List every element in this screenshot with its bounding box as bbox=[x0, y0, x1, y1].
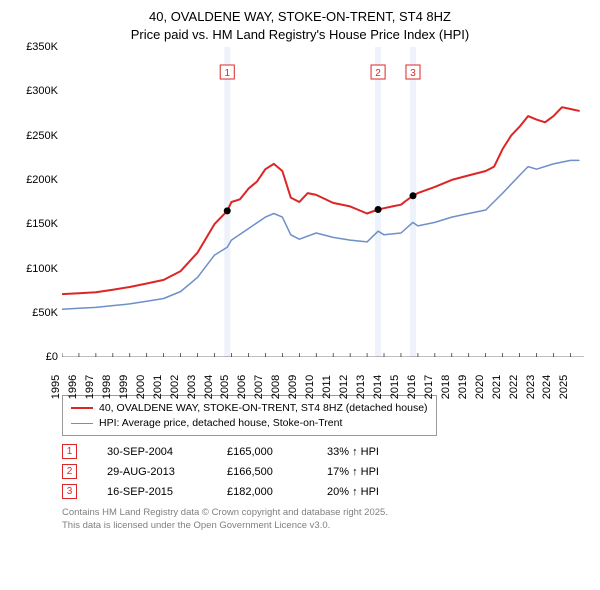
x-tick-label: 1998 bbox=[101, 375, 113, 399]
x-axis: 1995199619971998199920002001200220032004… bbox=[62, 357, 584, 387]
legend-row: 40, OVALDENE WAY, STOKE-ON-TRENT, ST4 8H… bbox=[71, 401, 428, 416]
y-tick-label: £100K bbox=[26, 263, 58, 275]
x-tick-label: 1997 bbox=[84, 375, 96, 399]
y-tick-label: £250K bbox=[26, 130, 58, 142]
sale-row: 1 30-SEP-2004 £165,000 33% ↑ HPI bbox=[62, 444, 584, 459]
x-tick-label: 2006 bbox=[236, 375, 248, 399]
y-tick-label: £300K bbox=[26, 85, 58, 97]
x-tick-label: 2012 bbox=[338, 375, 350, 399]
x-tick-label: 2020 bbox=[474, 375, 486, 399]
chart-page: 40, OVALDENE WAY, STOKE-ON-TRENT, ST4 8H… bbox=[0, 0, 600, 590]
chart-svg: 1 2 3 bbox=[62, 47, 584, 357]
x-tick-label: 2013 bbox=[355, 375, 367, 399]
x-tick-label: 2019 bbox=[457, 375, 469, 399]
x-tick-label: 2009 bbox=[287, 375, 299, 399]
sale-marker-box: 1 bbox=[62, 444, 77, 459]
x-tick-label: 2015 bbox=[389, 375, 401, 399]
x-tick-label: 2004 bbox=[203, 375, 215, 399]
x-tick-label: 2023 bbox=[525, 375, 537, 399]
x-tick-label: 1999 bbox=[118, 375, 130, 399]
x-tick-label: 2017 bbox=[423, 375, 435, 399]
x-tick-label: 2016 bbox=[406, 375, 418, 399]
legend: 40, OVALDENE WAY, STOKE-ON-TRENT, ST4 8H… bbox=[62, 395, 437, 436]
x-tick-label: 2005 bbox=[219, 375, 231, 399]
sale-date: 16-SEP-2015 bbox=[107, 486, 197, 498]
sale-date: 29-AUG-2013 bbox=[107, 466, 197, 478]
x-tick-label: 2010 bbox=[304, 375, 316, 399]
x-tick-label: 2024 bbox=[541, 375, 553, 399]
x-tick-label: 2003 bbox=[186, 375, 198, 399]
y-tick-label: £0 bbox=[46, 351, 58, 363]
legend-label: 40, OVALDENE WAY, STOKE-ON-TRENT, ST4 8H… bbox=[99, 401, 428, 416]
sale-price: £182,000 bbox=[227, 486, 297, 498]
chart-area: £0£50K£100K£150K£200K£250K£300K£350K 123… bbox=[16, 47, 584, 387]
svg-text:2: 2 bbox=[375, 68, 381, 79]
svg-text:1: 1 bbox=[224, 68, 230, 79]
x-tick-label: 2025 bbox=[558, 375, 570, 399]
x-tick-label: 1995 bbox=[50, 375, 62, 399]
y-tick-label: £50K bbox=[32, 307, 58, 319]
sale-price: £165,000 bbox=[227, 446, 297, 458]
sale-delta: 20% ↑ HPI bbox=[327, 486, 379, 498]
chart-title: 40, OVALDENE WAY, STOKE-ON-TRENT, ST4 8H… bbox=[16, 8, 584, 43]
y-axis: £0£50K£100K£150K£200K£250K£300K£350K bbox=[16, 47, 62, 357]
sale-row: 3 16-SEP-2015 £182,000 20% ↑ HPI bbox=[62, 484, 584, 499]
footer-line1: Contains HM Land Registry data © Crown c… bbox=[62, 507, 584, 519]
title-line2: Price paid vs. HM Land Registry's House … bbox=[16, 26, 584, 44]
x-tick-label: 2014 bbox=[372, 375, 384, 399]
title-line1: 40, OVALDENE WAY, STOKE-ON-TRENT, ST4 8H… bbox=[16, 8, 584, 26]
sale-price: £166,500 bbox=[227, 466, 297, 478]
legend-row: HPI: Average price, detached house, Stok… bbox=[71, 416, 428, 431]
sale-delta: 17% ↑ HPI bbox=[327, 466, 379, 478]
footer-attribution: Contains HM Land Registry data © Crown c… bbox=[62, 507, 584, 532]
sale-marker-box: 2 bbox=[62, 464, 77, 479]
sale-date: 30-SEP-2004 bbox=[107, 446, 197, 458]
x-tick-label: 2008 bbox=[270, 375, 282, 399]
x-tick-label: 2011 bbox=[321, 375, 333, 399]
x-tick-label: 2001 bbox=[152, 375, 164, 399]
y-tick-label: £200K bbox=[26, 174, 58, 186]
x-tick-label: 2022 bbox=[508, 375, 520, 399]
x-tick-label: 2021 bbox=[491, 375, 503, 399]
x-tick-label: 2002 bbox=[169, 375, 181, 399]
x-tick-label: 2000 bbox=[135, 375, 147, 399]
footer-line2: This data is licensed under the Open Gov… bbox=[62, 520, 584, 532]
x-tick-label: 1996 bbox=[67, 375, 79, 399]
sale-row: 2 29-AUG-2013 £166,500 17% ↑ HPI bbox=[62, 464, 584, 479]
x-tick-label: 2018 bbox=[440, 375, 452, 399]
plot-region: 1 2 3 bbox=[62, 47, 584, 357]
sale-marker-box: 3 bbox=[62, 484, 77, 499]
legend-swatch bbox=[71, 423, 93, 424]
svg-text:3: 3 bbox=[410, 68, 416, 79]
y-tick-label: £150K bbox=[26, 218, 58, 230]
legend-label: HPI: Average price, detached house, Stok… bbox=[99, 416, 342, 431]
x-tick-label: 2007 bbox=[253, 375, 265, 399]
sale-delta: 33% ↑ HPI bbox=[327, 446, 379, 458]
sales-table: 1 30-SEP-2004 £165,000 33% ↑ HPI 2 29-AUG-201… bbox=[62, 444, 584, 499]
legend-swatch bbox=[71, 407, 93, 409]
y-tick-label: £350K bbox=[26, 41, 58, 53]
